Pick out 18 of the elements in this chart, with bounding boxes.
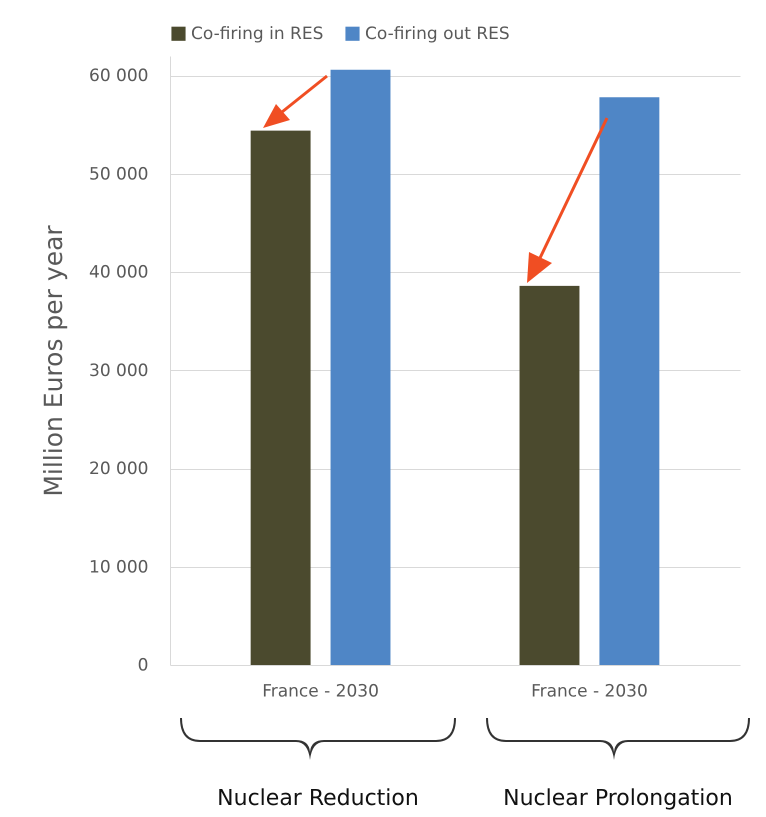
legend-label: Co-firing in RES <box>191 24 324 44</box>
text: Nuclear Prolongation <box>502 786 734 811</box>
y-tick-label: 40 000 <box>89 262 148 283</box>
legend-label: Co-firing out RES <box>365 24 510 44</box>
bar <box>599 97 660 665</box>
x-tick-label: France - 2030 <box>262 682 379 702</box>
y-tick-label: 50 000 <box>89 164 148 184</box>
x-tick-label: France - 2030 <box>531 682 648 702</box>
y-tick-label: 20 000 <box>89 459 148 480</box>
y-tick-label: 10 000 <box>89 557 148 578</box>
y-axis-title: Million Euros per year <box>39 224 68 497</box>
bar <box>330 70 390 665</box>
y-tick-label: 60 000 <box>89 66 148 86</box>
y-tick-label: 0 <box>138 656 148 676</box>
bar <box>520 286 580 665</box>
y-tick-label: 30 000 <box>89 360 148 381</box>
text: Nuclear Reduction <box>216 786 420 811</box>
bar <box>250 130 311 665</box>
